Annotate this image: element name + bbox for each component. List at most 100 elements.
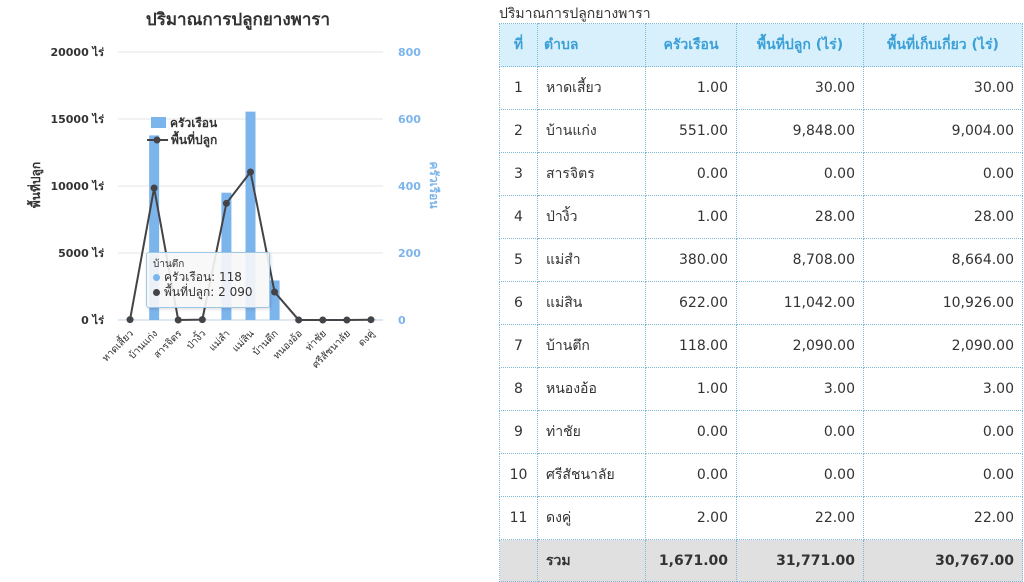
row-cell-harvested: 28.00 bbox=[864, 196, 1023, 239]
row-cell-households: 1.00 bbox=[646, 196, 737, 239]
total-cell-harvested: 30,767.00 bbox=[864, 540, 1023, 582]
row-cell-index: 4 bbox=[500, 196, 538, 239]
line-point[interactable] bbox=[223, 200, 230, 207]
row-cell-planted: 8,708.00 bbox=[737, 239, 864, 282]
row-cell-harvested: 30.00 bbox=[864, 67, 1023, 110]
row-cell-harvested: 8,664.00 bbox=[864, 239, 1023, 282]
line-point[interactable] bbox=[151, 185, 158, 192]
right-tick-label: 600 bbox=[398, 113, 421, 126]
total-cell-planted: 31,771.00 bbox=[737, 540, 864, 582]
line-point[interactable] bbox=[367, 316, 374, 323]
left-tick-label: 20000 ไร่ bbox=[50, 45, 104, 59]
row-cell-harvested: 0.00 bbox=[864, 411, 1023, 454]
legend-item-area[interactable]: พื้นที่ปลูก bbox=[171, 130, 217, 148]
row-cell-subdistrict: สารจิตร bbox=[538, 153, 646, 196]
row-cell-index: 9 bbox=[500, 411, 538, 454]
left-axis-ticks: 0 ไร่ 5000 ไร่ 10000 ไร่ 15000 ไร่ 20000 ไร่ bbox=[50, 45, 104, 327]
row-cell-households: 1.00 bbox=[646, 368, 737, 411]
line-point[interactable] bbox=[295, 316, 302, 323]
tooltip-dot-households bbox=[153, 274, 160, 281]
row-cell-planted: 0.00 bbox=[737, 153, 864, 196]
left-tick-label: 10000 ไร่ bbox=[50, 179, 104, 193]
x-tick-label: ดงคู่ bbox=[357, 328, 378, 349]
header-subdistrict: ตำบล bbox=[538, 24, 646, 67]
row-cell-households: 0.00 bbox=[646, 454, 737, 497]
row-cell-harvested: 10,926.00 bbox=[864, 282, 1023, 325]
line-point[interactable] bbox=[175, 317, 182, 324]
row-cell-harvested: 9,004.00 bbox=[864, 110, 1023, 153]
total-cell-index bbox=[500, 540, 538, 582]
legend-line-marker bbox=[154, 137, 161, 144]
data-table: ที่ ตำบล ครัวเรือน พื้นที่ปลูก (ไร่) พื้… bbox=[499, 23, 1023, 582]
header-index: ที่ bbox=[500, 24, 538, 67]
left-tick-label: 0 ไร่ bbox=[81, 313, 104, 327]
row-cell-index: 10 bbox=[500, 454, 538, 497]
chart-tooltip: บ้านตึก ครัวเรือน: 118 พื้นที่ปลูก: 2 09… bbox=[146, 252, 270, 308]
x-tick-label: แม่สำ bbox=[207, 328, 232, 353]
row-cell-planted: 22.00 bbox=[737, 497, 864, 540]
row-cell-harvested: 2,090.00 bbox=[864, 325, 1023, 368]
right-axis-label: ครัวเรือน bbox=[427, 161, 441, 209]
row-cell-subdistrict: ศรีสัชนาลัย bbox=[538, 454, 646, 497]
right-tick-label: 400 bbox=[398, 180, 421, 193]
left-axis-label: พื้นที่ปลูก bbox=[26, 162, 44, 208]
bar[interactable] bbox=[270, 280, 280, 320]
table-total-row: รวม 1,671.00 31,771.00 30,767.00 bbox=[500, 540, 1023, 582]
row-cell-index: 3 bbox=[500, 153, 538, 196]
chart-title: ปริมาณการปลูกยางพารา bbox=[146, 10, 330, 31]
row-cell-harvested: 0.00 bbox=[864, 454, 1023, 497]
total-cell-households: 1,671.00 bbox=[646, 540, 737, 582]
right-tick-label: 0 bbox=[398, 314, 406, 327]
left-tick-label: 15000 ไร่ bbox=[50, 112, 104, 126]
row-cell-index: 6 bbox=[500, 282, 538, 325]
row-cell-subdistrict: ท่าชัย bbox=[538, 411, 646, 454]
row-cell-households: 2.00 bbox=[646, 497, 737, 540]
line-point[interactable] bbox=[247, 169, 254, 176]
header-households: ครัวเรือน bbox=[646, 24, 737, 67]
total-cell-label: รวม bbox=[538, 540, 646, 582]
row-cell-planted: 30.00 bbox=[737, 67, 864, 110]
line-point[interactable] bbox=[271, 288, 278, 295]
legend[interactable]: ครัวเรือน พื้นที่ปลูก bbox=[147, 116, 218, 148]
row-cell-households: 1.00 bbox=[646, 67, 737, 110]
legend-item-households[interactable]: ครัวเรือน bbox=[170, 116, 218, 130]
row-cell-index: 8 bbox=[500, 368, 538, 411]
line-point[interactable] bbox=[199, 316, 206, 323]
row-cell-index: 1 bbox=[500, 67, 538, 110]
row-cell-index: 2 bbox=[500, 110, 538, 153]
row-cell-subdistrict: หาดเสี้ยว bbox=[538, 67, 646, 110]
row-cell-index: 11 bbox=[500, 497, 538, 540]
row-cell-harvested: 3.00 bbox=[864, 368, 1023, 411]
row-cell-index: 7 bbox=[500, 325, 538, 368]
line-point[interactable] bbox=[343, 317, 350, 324]
line-point[interactable] bbox=[127, 316, 134, 323]
row-cell-harvested: 0.00 bbox=[864, 153, 1023, 196]
row-cell-subdistrict: บ้านตึก bbox=[538, 325, 646, 368]
row-cell-subdistrict: หนองอ้อ bbox=[538, 368, 646, 411]
right-tick-label: 800 bbox=[398, 46, 421, 59]
row-cell-planted: 28.00 bbox=[737, 196, 864, 239]
legend-bar-swatch bbox=[151, 117, 166, 128]
row-cell-harvested: 22.00 bbox=[864, 497, 1023, 540]
line-point[interactable] bbox=[319, 317, 326, 324]
row-cell-subdistrict: ป่างิ้ว bbox=[538, 196, 646, 239]
row-cell-planted: 0.00 bbox=[737, 411, 864, 454]
x-tick-label: ป่างิ้ว bbox=[183, 326, 209, 352]
row-cell-households: 118.00 bbox=[646, 325, 737, 368]
left-tick-label: 5000 ไร่ bbox=[58, 246, 104, 260]
row-cell-planted: 2,090.00 bbox=[737, 325, 864, 368]
row-cell-planted: 11,042.00 bbox=[737, 282, 864, 325]
row-cell-households: 0.00 bbox=[646, 153, 737, 196]
